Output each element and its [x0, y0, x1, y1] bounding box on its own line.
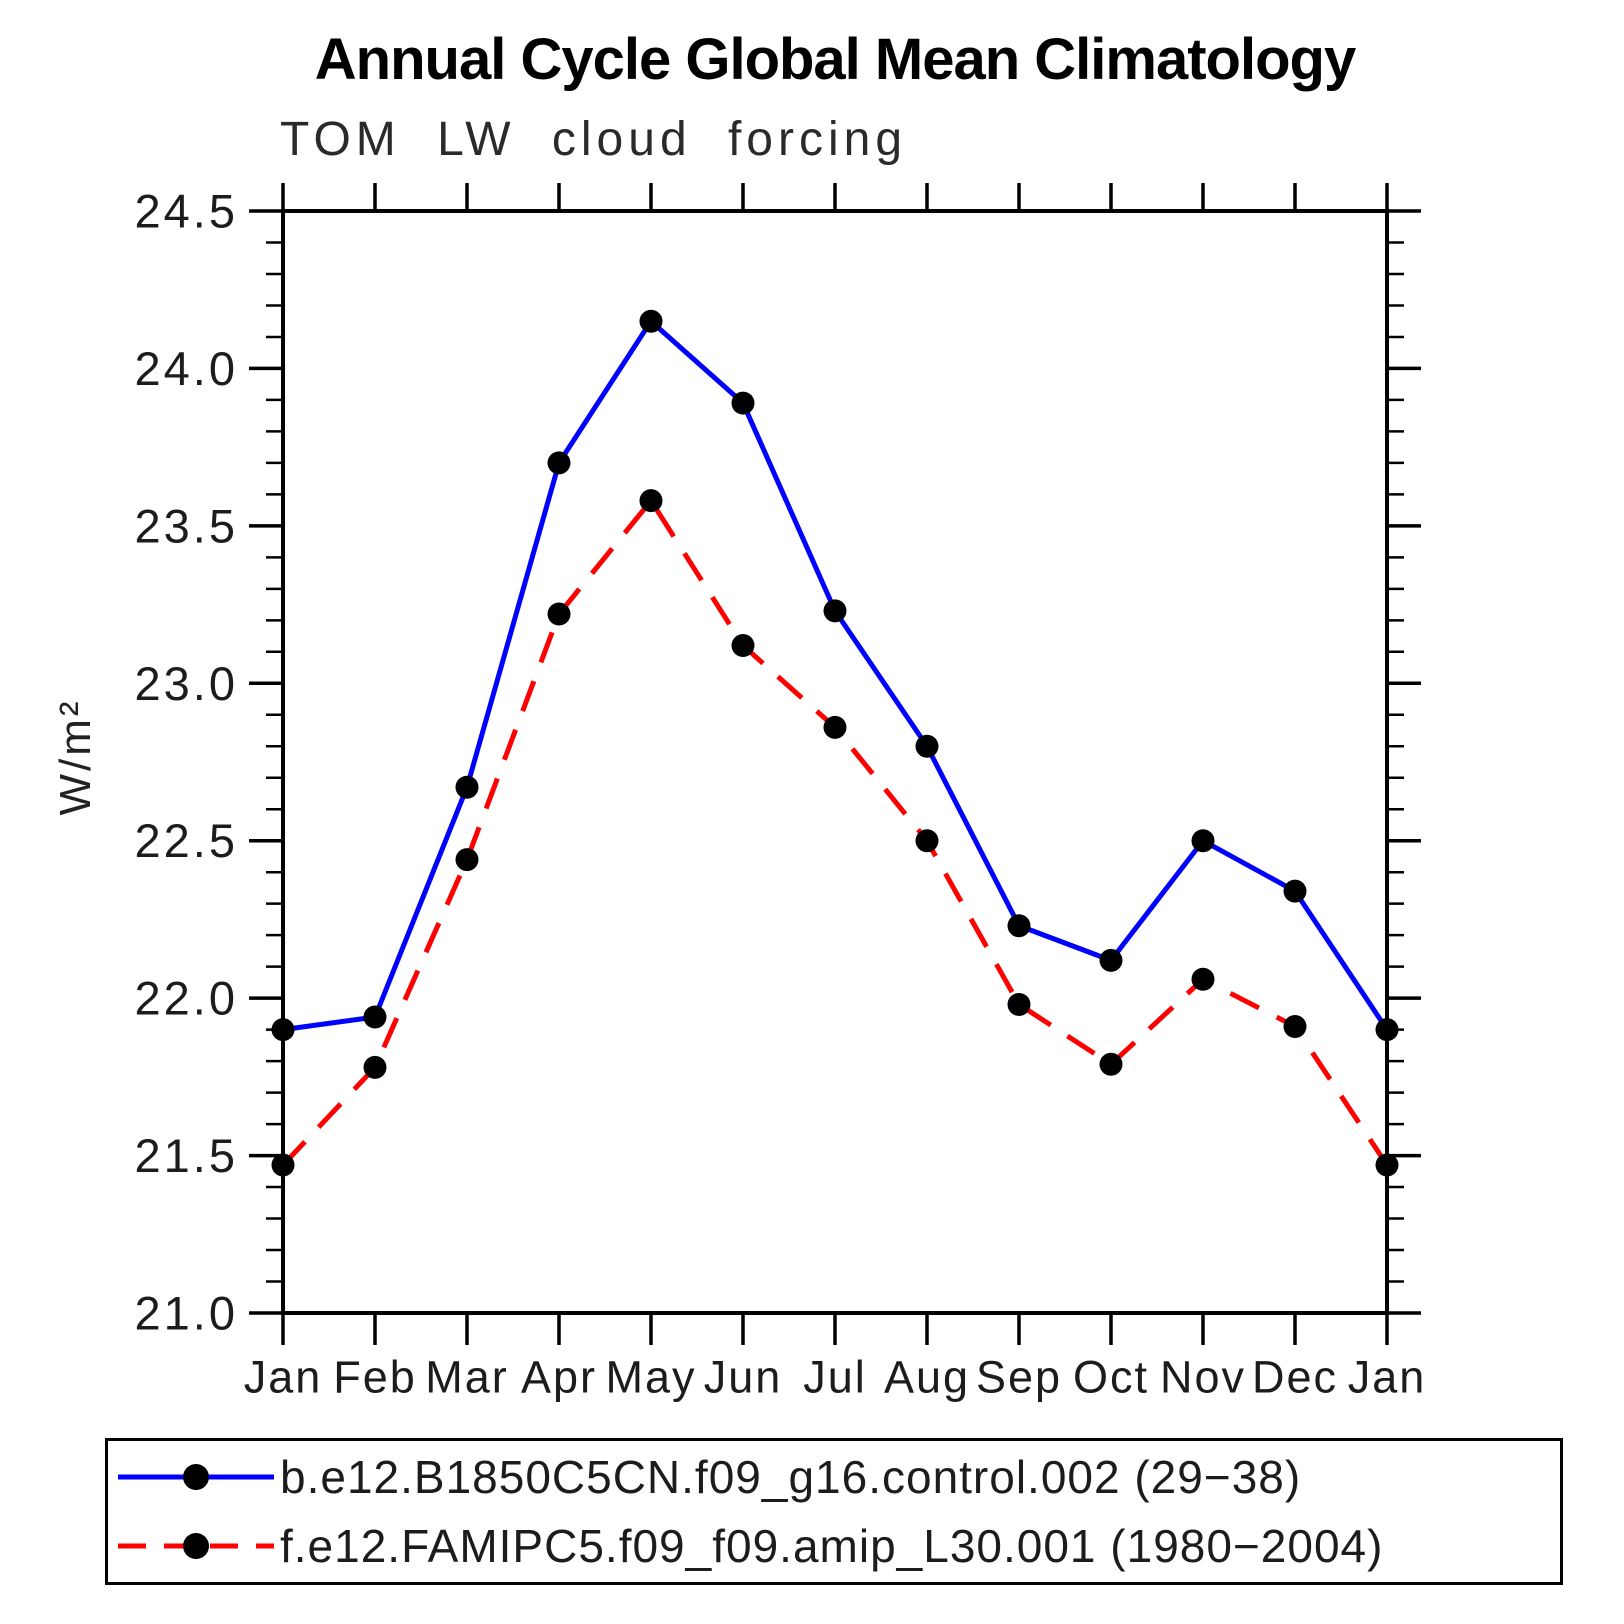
data-point	[1283, 879, 1307, 903]
data-point	[731, 391, 755, 415]
legend-row: b.e12.B1850C5CN.f09_g16.control.002 (29−…	[108, 1445, 1560, 1509]
chart-title: Annual Cycle Global Mean Climatology	[314, 27, 1356, 92]
x-tick-label: Oct	[1073, 1352, 1149, 1403]
x-tick-label: Mar	[425, 1352, 509, 1403]
data-point	[1375, 1153, 1399, 1177]
data-point	[455, 775, 479, 799]
data-point	[1283, 1014, 1307, 1038]
data-point	[271, 1018, 295, 1042]
data-point	[1099, 948, 1123, 972]
x-tick-label: Jan	[244, 1352, 323, 1403]
data-point	[271, 1153, 295, 1177]
data-point	[1007, 914, 1031, 938]
data-point	[639, 489, 663, 513]
y-tick-label: 23.0	[135, 657, 238, 710]
x-tick-label: Apr	[521, 1352, 597, 1403]
legend-row: f.e12.FAMIPC5.f09_f09.amip_L30.001 (1980…	[108, 1514, 1560, 1578]
data-point	[1099, 1052, 1123, 1076]
data-point	[1007, 992, 1031, 1016]
data-point	[731, 634, 755, 658]
legend: b.e12.B1850C5CN.f09_g16.control.002 (29−…	[105, 1438, 1563, 1585]
x-tick-label: Aug	[884, 1352, 970, 1403]
y-tick-label: 24.5	[135, 185, 238, 238]
data-point	[547, 602, 571, 626]
y-tick-label: 22.0	[135, 972, 238, 1025]
legend-marker	[183, 1464, 209, 1491]
x-tick-label: Feb	[333, 1352, 417, 1403]
data-point	[915, 734, 939, 758]
legend-label: b.e12.B1850C5CN.f09_g16.control.002 (29−…	[280, 1451, 1302, 1504]
y-tick-label: 23.5	[135, 499, 238, 552]
x-tick-label: Jun	[704, 1352, 783, 1403]
legend-line-sample	[118, 1464, 274, 1491]
x-tick-label: Jul	[803, 1352, 867, 1403]
plot-frame	[281, 209, 1389, 1315]
y-tick-label: 21.0	[135, 1287, 238, 1340]
data-point	[363, 1005, 387, 1029]
y-tick-label: 22.5	[135, 814, 238, 867]
data-point	[823, 715, 847, 739]
x-tick-label: Sep	[976, 1352, 1062, 1403]
y-tick-label: 21.5	[135, 1129, 238, 1182]
x-tick-label: May	[605, 1352, 696, 1403]
data-point	[363, 1055, 387, 1079]
series-line-0	[282, 318, 1390, 1033]
data-point	[1375, 1018, 1399, 1042]
legend-line-sample	[118, 1532, 274, 1559]
data-point	[915, 829, 939, 853]
data-point	[639, 309, 663, 333]
data-point	[823, 599, 847, 623]
x-tick-label: Jan	[1348, 1352, 1427, 1403]
x-tick-label: Nov	[1160, 1352, 1246, 1403]
x-tick-label: Dec	[1252, 1352, 1338, 1403]
data-point	[455, 848, 479, 872]
data-point	[547, 451, 571, 475]
y-tick-label: 24.0	[135, 342, 238, 395]
data-point	[1191, 967, 1215, 991]
chart-subtitle: TOM LW cloud forcing	[280, 113, 908, 166]
legend-marker	[183, 1532, 209, 1559]
data-point	[1191, 829, 1215, 853]
legend-label: f.e12.FAMIPC5.f09_f09.amip_L30.001 (1980…	[280, 1519, 1384, 1572]
